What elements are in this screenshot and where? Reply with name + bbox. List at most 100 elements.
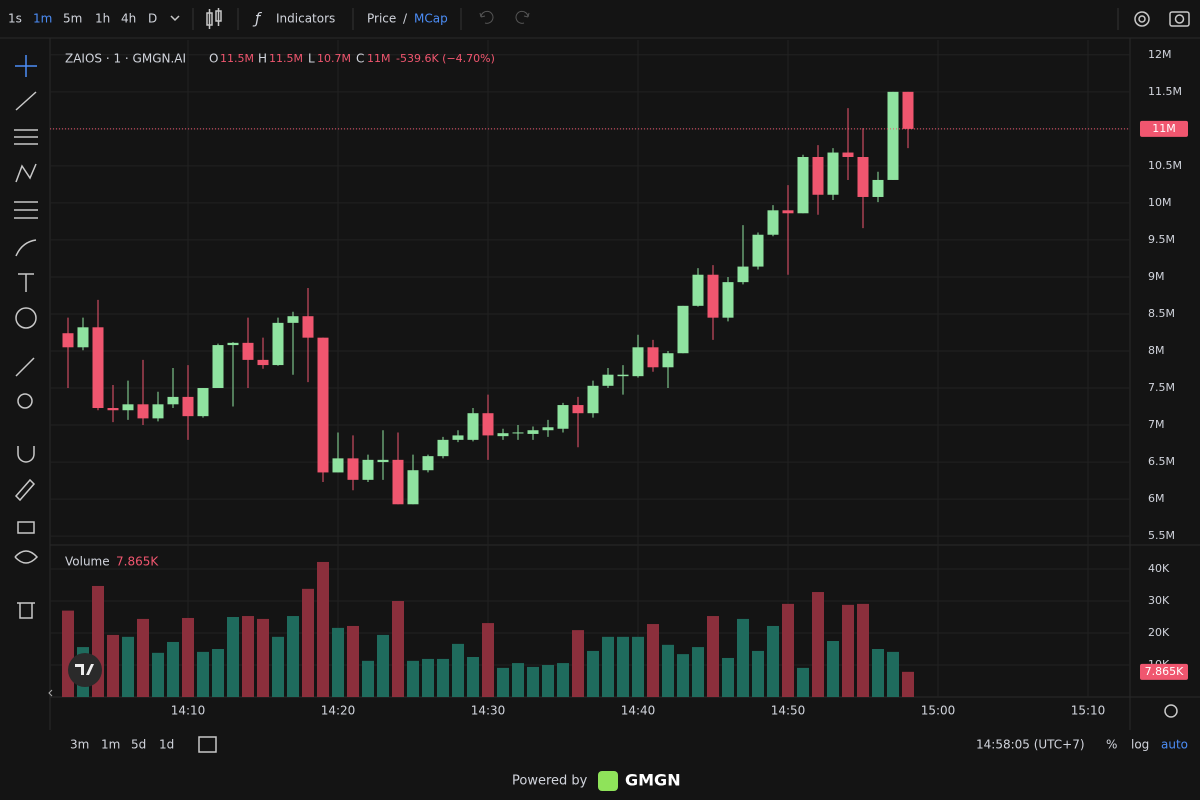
volume-bar xyxy=(572,630,584,697)
volume-bar xyxy=(707,616,719,697)
lock-draw-tool[interactable] xyxy=(14,478,36,502)
top-toolbar: 1s 1m 5m 1h 4h D ƒ Indicators Price / MC… xyxy=(8,8,1190,30)
volume-bar xyxy=(377,634,389,697)
x-tick-label: 15:10 xyxy=(1071,704,1106,718)
zoom-tool[interactable] xyxy=(17,393,33,409)
candle-body xyxy=(122,404,134,411)
ruler-tool[interactable] xyxy=(15,357,35,377)
candle-body xyxy=(617,374,629,377)
candle-body xyxy=(752,234,764,267)
candle-body xyxy=(497,433,509,437)
volume-bar xyxy=(272,636,284,697)
candle-body xyxy=(62,333,74,348)
date-range-icon[interactable] xyxy=(198,736,217,753)
volume-bar xyxy=(512,663,524,697)
interval[interactable]: 4h xyxy=(121,12,136,26)
candle-body xyxy=(842,152,854,157)
o-value: 11.5M xyxy=(220,52,254,65)
volume-bar xyxy=(122,636,134,697)
scroll-left[interactable] xyxy=(48,689,53,697)
candle-body xyxy=(392,459,404,505)
volume-bar xyxy=(737,618,749,697)
magnet-tool[interactable] xyxy=(17,446,35,463)
brush-tool[interactable] xyxy=(15,239,37,257)
volume-bar xyxy=(527,666,539,697)
brand: GMGN xyxy=(625,771,681,790)
settings-icon-center xyxy=(1138,15,1146,23)
range[interactable]: 1m xyxy=(101,738,120,752)
fib-tool[interactable] xyxy=(14,129,38,145)
candle-body xyxy=(587,385,599,414)
candle-body xyxy=(107,408,119,411)
v-tick-label: 20K xyxy=(1148,626,1170,639)
volume-bar xyxy=(887,651,899,697)
axis-settings-icon[interactable] xyxy=(1164,704,1178,718)
volume-bar xyxy=(452,643,464,697)
candle-body xyxy=(332,458,344,473)
crosshair-tool[interactable] xyxy=(15,55,37,77)
volume-bar xyxy=(767,625,779,697)
candle-body xyxy=(407,470,419,505)
interval[interactable]: 5m xyxy=(63,12,82,26)
volume-bar xyxy=(407,660,419,697)
volume-bar xyxy=(152,652,164,697)
y-tick-label: 8M xyxy=(1148,344,1165,357)
interval[interactable]: 1m xyxy=(33,12,52,26)
price-toggle[interactable]: Price xyxy=(367,12,396,26)
log-toggle[interactable]: log xyxy=(1131,738,1149,752)
interval[interactable]: D xyxy=(148,12,157,26)
tv-logo[interactable] xyxy=(68,653,102,687)
mcap-toggle[interactable]: MCap xyxy=(414,12,448,26)
candle-body xyxy=(452,435,464,440)
brand-logo xyxy=(598,771,618,791)
volume-bar xyxy=(137,618,149,697)
interval[interactable]: 1h xyxy=(95,12,110,26)
screenshot-icon[interactable] xyxy=(1169,11,1190,27)
candle-body xyxy=(467,413,479,440)
last-volume-box xyxy=(1140,663,1188,680)
volume-bar xyxy=(497,667,509,697)
volume-bar xyxy=(782,603,794,697)
undo-icon[interactable] xyxy=(479,10,494,24)
candle-body xyxy=(77,327,89,348)
candle-body xyxy=(692,274,704,306)
projection-tool[interactable] xyxy=(14,201,38,219)
auto-toggle[interactable]: auto xyxy=(1161,738,1188,752)
candle-body xyxy=(572,405,584,414)
volume-bar xyxy=(797,667,809,697)
candle-body xyxy=(197,388,209,417)
y-tick-label: 7M xyxy=(1148,418,1165,431)
candle-type-icon[interactable] xyxy=(206,8,222,29)
lock-tool[interactable] xyxy=(17,521,35,534)
volume-bar xyxy=(872,649,884,697)
candle-body xyxy=(362,459,374,480)
candle-body xyxy=(782,210,794,214)
h-label: H xyxy=(258,52,267,66)
volume-bar xyxy=(812,592,824,697)
range[interactable]: 1d xyxy=(159,738,174,752)
range[interactable]: 5d xyxy=(131,738,146,752)
dropdown-icon[interactable] xyxy=(170,15,180,22)
candle-body xyxy=(812,156,824,195)
text-tool[interactable] xyxy=(18,273,34,292)
redo-icon[interactable] xyxy=(515,10,530,24)
y-tick-label: 5.5M xyxy=(1148,529,1175,542)
volume-bar xyxy=(362,660,374,697)
indicators-button[interactable]: Indicators xyxy=(276,12,335,26)
candle-body xyxy=(302,316,314,338)
trendline-tool[interactable] xyxy=(15,91,37,111)
volume-bar xyxy=(332,627,344,697)
emoji-tool[interactable] xyxy=(15,307,37,329)
settings-icon[interactable] xyxy=(1134,11,1150,27)
pattern-tool[interactable] xyxy=(15,163,37,183)
last-price-label: 11M xyxy=(1152,122,1176,135)
percent-toggle[interactable]: % xyxy=(1106,738,1117,752)
hide-tool[interactable] xyxy=(14,550,39,564)
delete-tool[interactable] xyxy=(17,602,35,619)
bottom-toolbar: 3m 1m 5d 1d 14:58:05 (UTC+7) % log auto … xyxy=(70,736,1188,791)
interval[interactable]: 1s xyxy=(8,12,22,26)
range[interactable]: 3m xyxy=(70,738,89,752)
fx-icon[interactable]: ƒ xyxy=(252,10,262,28)
slash: / xyxy=(403,12,408,26)
